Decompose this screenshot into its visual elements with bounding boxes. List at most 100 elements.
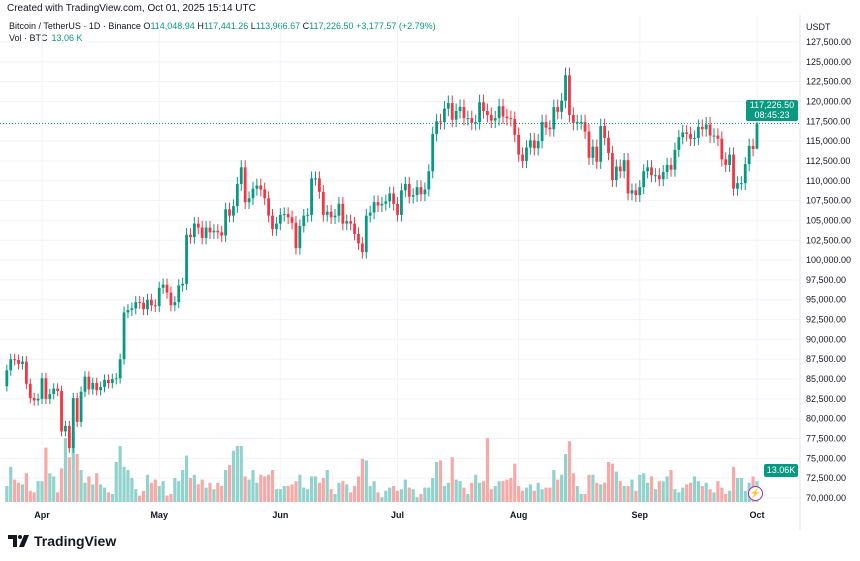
candle [712, 128, 716, 143]
candle [517, 127, 521, 162]
volume-bar [106, 492, 111, 502]
candle [665, 157, 669, 180]
y-tick-label: 80,000.00 [806, 414, 846, 424]
symbol-label[interactable]: Bitcoin / TetherUS · 1D · Binance [9, 21, 141, 31]
volume-bar [91, 484, 95, 502]
candle-body [736, 183, 739, 189]
candle-body [657, 175, 661, 180]
volume-bar [630, 479, 634, 502]
candle [626, 153, 630, 201]
candle [716, 128, 720, 147]
candle [212, 224, 216, 239]
candle-body [103, 379, 106, 387]
volume-bar [743, 490, 747, 502]
candle [87, 371, 91, 395]
volume-bar [462, 487, 466, 502]
volume-bar [474, 474, 478, 502]
candle [341, 196, 345, 231]
candle-body [513, 118, 517, 135]
candle-body [732, 154, 735, 189]
candle-body [419, 187, 423, 195]
candle [290, 210, 294, 230]
candle-body [681, 132, 685, 138]
candle-body [278, 214, 282, 224]
volume-bar [673, 489, 677, 502]
volume-label[interactable]: Vol · BTC [9, 33, 48, 43]
candle [114, 372, 118, 385]
candle [720, 131, 724, 167]
volume-bar [677, 492, 681, 502]
candle [216, 224, 220, 239]
candle [36, 393, 40, 406]
ohlc-legend: Bitcoin / TetherUS · 1D · Binance O114,0… [9, 21, 436, 31]
candle-body [716, 135, 720, 139]
candle [556, 99, 560, 120]
candle [482, 94, 485, 119]
candle-body [36, 398, 40, 401]
open-label: O [143, 21, 151, 31]
lightning-icon[interactable]: ⚡ [748, 486, 763, 501]
candle [525, 140, 528, 169]
candle-body [118, 359, 122, 379]
candle [310, 171, 313, 222]
candle-body [310, 178, 313, 215]
candle-body [497, 106, 501, 119]
volume-bar [481, 481, 486, 502]
volume-bar [345, 484, 349, 502]
volume-bar [227, 465, 232, 502]
candle-body [743, 164, 747, 184]
candle-body [720, 138, 724, 160]
candle [107, 374, 110, 389]
candle [21, 356, 24, 370]
candle-body [349, 221, 353, 224]
volume-bar [509, 478, 513, 502]
candle [650, 160, 653, 183]
volume-bar [173, 478, 177, 502]
volume-bar [75, 454, 79, 502]
candle-body [44, 378, 48, 399]
currency-label[interactable]: USDT [806, 22, 831, 32]
candle-body [693, 137, 696, 139]
candle [228, 202, 231, 223]
candle [575, 114, 579, 131]
candle-body [556, 107, 560, 112]
volume-bar [524, 487, 529, 502]
volume-bar [36, 481, 40, 502]
volume-bar [341, 481, 345, 502]
candle-body [478, 102, 481, 123]
candle [493, 110, 497, 128]
volume-bar [134, 489, 138, 502]
volume-bar [419, 494, 423, 502]
volume-bar [372, 481, 376, 502]
candle-body [583, 122, 587, 132]
volume-bar [220, 486, 224, 502]
candle-body [536, 141, 540, 149]
candle-body [60, 390, 63, 432]
candle [603, 118, 607, 146]
candle-body [134, 302, 138, 309]
candle [599, 118, 603, 169]
volume-bar [20, 484, 25, 502]
candle [220, 225, 224, 243]
candle [122, 306, 126, 365]
candle-body [325, 211, 329, 215]
candle [325, 204, 329, 222]
candle-body [302, 215, 306, 226]
candle-body [728, 154, 732, 165]
candle [134, 296, 138, 315]
candle [646, 160, 649, 179]
volume-bar [5, 486, 9, 502]
candle-body [462, 107, 466, 119]
volume-bar [79, 470, 83, 502]
volume-bar [99, 484, 103, 502]
candle [271, 208, 274, 236]
volume-bar [704, 482, 708, 502]
candle-body [263, 189, 267, 199]
candle [630, 183, 634, 201]
candle [638, 180, 642, 202]
candle [282, 207, 286, 222]
candle-body [126, 310, 130, 313]
candle [64, 420, 67, 437]
volume-bar [669, 470, 673, 502]
